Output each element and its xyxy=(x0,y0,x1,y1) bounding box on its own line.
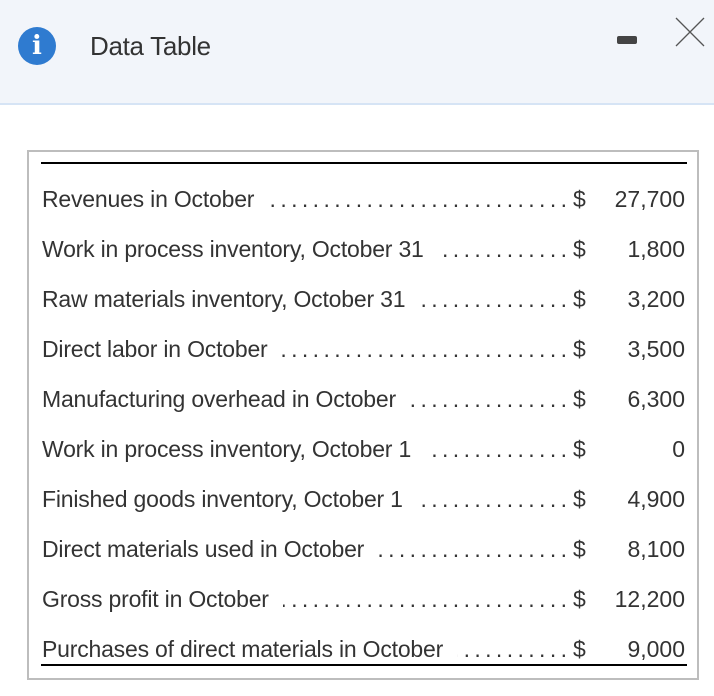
minimize-button[interactable] xyxy=(615,35,639,45)
row-label: Purchases of direct materials in October xyxy=(42,635,444,662)
close-button[interactable] xyxy=(672,14,708,50)
close-icon xyxy=(675,17,705,47)
info-icon: i xyxy=(18,27,56,65)
table-row: Finished goods inventory, October 1 $4,90… xyxy=(42,474,685,524)
dot-leader xyxy=(410,386,567,413)
currency-symbol: $ xyxy=(573,285,586,312)
table-row: Gross profit in October $12,200 xyxy=(42,574,685,624)
table-row: Manufacturing overhead in October $6,300 xyxy=(42,374,685,424)
row-value: 1,800 xyxy=(627,235,685,262)
table-row: Work in process inventory, October 31 $1,… xyxy=(42,224,685,274)
row-label: Gross profit in October xyxy=(42,585,269,612)
row-label: Direct materials used in October xyxy=(42,535,365,562)
dialog-header: i Data Table xyxy=(0,0,714,105)
currency-symbol: $ xyxy=(573,185,586,212)
row-value: 12,200 xyxy=(614,585,685,612)
dot-leader xyxy=(378,536,567,563)
row-label: Work in process inventory, October 31 xyxy=(42,235,424,262)
currency-symbol: $ xyxy=(573,485,586,512)
dot-leader xyxy=(438,236,567,263)
currency-symbol: $ xyxy=(573,635,586,662)
currency-symbol: $ xyxy=(573,335,586,362)
row-value: 27,700 xyxy=(614,185,685,212)
row-value: 3,500 xyxy=(627,335,685,362)
dot-leader xyxy=(425,436,567,463)
table-row: Direct materials used in October $8,100 xyxy=(42,524,685,574)
row-value: 4,900 xyxy=(627,485,685,512)
table-row: Raw materials inventory, October 31 $3,20… xyxy=(42,274,685,324)
row-label: Direct labor in October xyxy=(42,335,268,362)
currency-symbol: $ xyxy=(573,435,586,462)
dot-leader xyxy=(268,186,567,213)
row-value: 8,100 xyxy=(627,535,685,562)
row-label: Work in process inventory, October 1 xyxy=(42,435,412,462)
dot-leader xyxy=(419,286,567,313)
row-label: Finished goods inventory, October 1 xyxy=(42,485,403,512)
table-bottom-rule xyxy=(41,664,687,666)
dot-leader xyxy=(282,336,568,363)
currency-symbol: $ xyxy=(573,535,586,562)
dot-leader xyxy=(283,586,567,613)
data-table: Revenues in October $27,700 Work in proces… xyxy=(27,150,699,680)
row-value: 3,200 xyxy=(627,285,685,312)
table-top-rule xyxy=(41,162,687,164)
currency-symbol: $ xyxy=(573,385,586,412)
row-label: Raw materials inventory, October 31 xyxy=(42,285,406,312)
row-value: 0 xyxy=(672,435,685,462)
row-label: Manufacturing overhead in October xyxy=(42,385,396,412)
table-row: Work in process inventory, October 1 $0 xyxy=(42,424,685,474)
dialog-title: Data Table xyxy=(90,31,211,61)
row-label: Revenues in October xyxy=(42,185,255,212)
minimize-icon xyxy=(617,36,637,44)
dot-leader xyxy=(417,486,567,513)
currency-symbol: $ xyxy=(573,235,586,262)
currency-symbol: $ xyxy=(573,585,586,612)
table-row: Direct labor in October $3,500 xyxy=(42,324,685,374)
dot-leader xyxy=(457,636,567,663)
row-value: 9,000 xyxy=(627,635,685,662)
row-value: 6,300 xyxy=(627,385,685,412)
table-row: Revenues in October $27,700 xyxy=(42,174,685,224)
table-row: Purchases of direct materials in October… xyxy=(42,624,685,674)
